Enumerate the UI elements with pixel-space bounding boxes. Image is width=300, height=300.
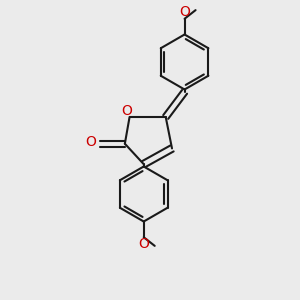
Text: O: O [85,135,97,149]
Text: O: O [138,237,149,251]
Text: O: O [121,104,132,118]
Text: O: O [179,5,190,19]
